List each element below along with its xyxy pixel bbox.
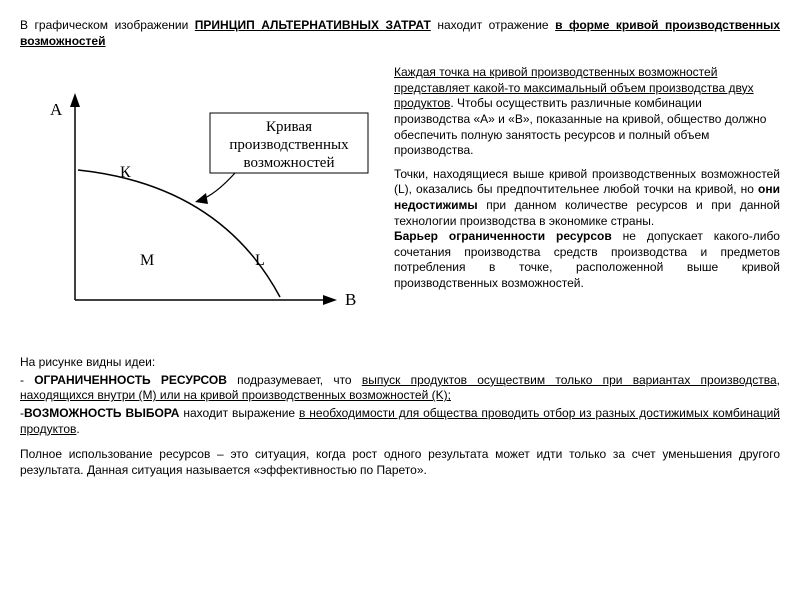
title-block: В графическом изображении ПРИНЦИП АЛЬТЕР…: [20, 18, 780, 49]
paragraph-2: Точки, находящиеся выше кривой производс…: [394, 167, 780, 292]
box-line3: возможностей: [244, 155, 335, 171]
idea-1: - ОГРАНИЧЕННОСТЬ РЕСУРСОВ подразумевает,…: [20, 373, 780, 404]
box-line1: Кривая: [266, 119, 312, 135]
box-line2: производственных: [229, 137, 349, 153]
title-part3: находит отражение: [431, 18, 555, 32]
point-m: М: [140, 252, 154, 269]
ideas-block: На рисунке видны идеи: - ОГРАНИЧЕННОСТЬ …: [20, 355, 780, 437]
p2-t1: Точки, находящиеся выше кривой производс…: [394, 167, 780, 197]
chart-column: Кривая производственных возможностей А В…: [20, 65, 380, 345]
content-row: Кривая производственных возможностей А В…: [20, 65, 780, 345]
paragraph-1: Каждая точка на кривой производственных …: [394, 65, 780, 159]
p2-b2: Барьер ограниченности ресурсов: [394, 229, 612, 243]
p1-text: . Чтобы осуществить различные комбинации…: [394, 96, 766, 157]
ideas-intro: На рисунке видны идеи:: [20, 355, 780, 371]
title-part2: ПРИНЦИП АЛЬТЕРНАТИВНЫХ ЗАТРАТ: [195, 18, 431, 32]
point-l: L: [255, 252, 265, 269]
point-k: К: [120, 164, 131, 181]
i2b: ВОЗМОЖНОСТЬ ВЫБОРА: [24, 406, 179, 420]
axis-y-label: А: [50, 100, 63, 119]
axis-x-label: В: [345, 290, 356, 309]
idea-2: -ВОЗМОЖНОСТЬ ВЫБОРА находит выражение в …: [20, 406, 780, 437]
i1b: ОГРАНИЧЕННОСТЬ РЕСУРСОВ: [34, 373, 227, 387]
i1c: подразумевает, что: [227, 373, 362, 387]
i2e: .: [76, 422, 79, 436]
text-column: Каждая точка на кривой производственных …: [394, 65, 780, 291]
i2c: находит выражение: [179, 406, 299, 420]
ppf-chart: Кривая производственных возможностей А В…: [20, 65, 380, 345]
title-part1: В графическом изображении: [20, 18, 195, 32]
final-paragraph: Полное использование ресурсов – это ситу…: [20, 447, 780, 478]
i1a: -: [20, 373, 34, 387]
